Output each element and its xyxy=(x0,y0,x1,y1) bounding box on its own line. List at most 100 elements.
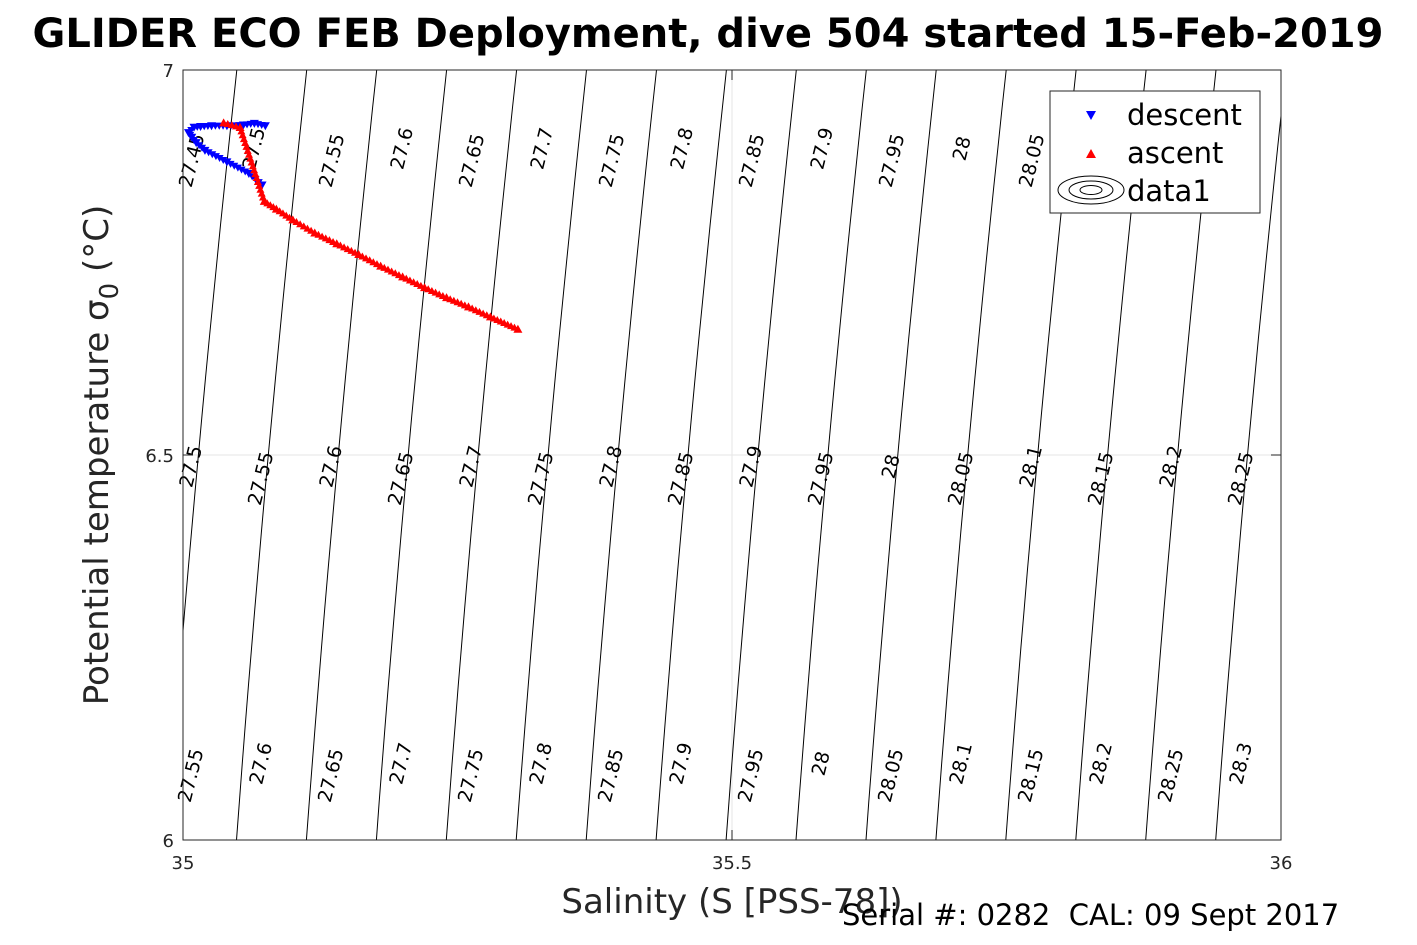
ascent-trail-marker xyxy=(383,265,392,273)
x-tick-label: 36 xyxy=(1270,853,1293,874)
contour-line xyxy=(305,70,378,840)
descent-trail-marker xyxy=(226,160,235,168)
ascent-trail-marker xyxy=(250,166,259,174)
chart-title: GLIDER ECO FEB Deployment, dive 504 star… xyxy=(33,11,1384,57)
ascent-trail-marker xyxy=(252,174,261,182)
contour-line xyxy=(445,70,518,840)
contour-line xyxy=(585,70,657,840)
density-contours xyxy=(183,70,1417,840)
legend-contour-icon xyxy=(1057,175,1125,205)
x-tick-label: 35 xyxy=(172,853,195,874)
ascent-trail-marker xyxy=(303,224,312,232)
contour-line xyxy=(795,70,867,840)
legend-descent-label: descent xyxy=(1127,98,1242,132)
y-axis-label-space xyxy=(77,272,117,283)
y-axis-label-unit: (°C) xyxy=(77,205,117,272)
ascent-trail-marker xyxy=(285,213,294,221)
contour-line xyxy=(935,70,1007,840)
ascent-trail-marker xyxy=(391,269,400,277)
contour-labels: 27.45 27.5 27.55 27.6 27.65 27.7 27.75 27.8 27.8… xyxy=(174,125,1259,804)
ascent-trail-marker xyxy=(239,135,248,143)
legend-box xyxy=(1049,90,1261,214)
ascent-trail-marker xyxy=(365,256,374,264)
ascent-trail-marker xyxy=(257,189,266,197)
descent-trail-marker xyxy=(186,131,195,139)
ascent-trail-marker xyxy=(416,281,425,289)
contour-line xyxy=(236,70,308,840)
ascent-trail-marker xyxy=(362,254,370,262)
ascent-trail-marker xyxy=(387,267,396,275)
ascent-trail-marker xyxy=(253,177,262,185)
descent-trail-marker xyxy=(246,120,255,128)
ascent-trail-marker xyxy=(246,154,255,162)
ascent-trail-marker xyxy=(244,150,253,158)
ascent-trail-marker xyxy=(446,295,455,303)
ascent-trail-marker xyxy=(340,243,349,251)
ascent-trail-marker xyxy=(292,218,301,226)
ascent-trail-marker xyxy=(336,241,345,249)
legend: descent ascent data1 xyxy=(1049,90,1261,214)
ascent-trail-marker xyxy=(380,263,389,271)
ascent-trail-marker xyxy=(394,271,403,279)
ascent-trail-marker xyxy=(351,248,360,256)
ascent-trail-marker xyxy=(307,226,316,234)
ascent-trail-marker xyxy=(241,139,250,147)
ascent-trail-marker xyxy=(238,131,247,139)
ascent-trail-marker xyxy=(347,246,356,254)
ascent-trail-marker xyxy=(282,211,291,219)
descent-trail-marker xyxy=(189,136,198,144)
ascent-trail-marker xyxy=(468,304,477,312)
ascent-trail-marker xyxy=(329,237,338,245)
legend-ascent-label: ascent xyxy=(1127,136,1223,170)
ascent-trail-marker xyxy=(223,120,232,128)
y-axis-label-subscript: 0 xyxy=(95,283,125,300)
ascent-trail-marker xyxy=(278,209,287,217)
ascent-trail-marker xyxy=(242,142,251,150)
ascent-trail-marker xyxy=(237,127,246,135)
ascent-trail-marker xyxy=(248,162,257,170)
ascent-trail-marker xyxy=(489,314,498,322)
contour-line xyxy=(865,70,937,840)
y-tick-label: 6.5 xyxy=(145,446,174,467)
descent-trail-marker xyxy=(193,123,202,131)
y-tick-label: 6 xyxy=(163,831,174,852)
descent-trail-marker xyxy=(204,149,213,157)
contour-line xyxy=(725,70,797,840)
ascent-trail-marker xyxy=(243,146,252,154)
contour-line xyxy=(1356,70,1417,840)
ascent-trail-marker xyxy=(424,285,433,293)
contour-line xyxy=(1286,70,1356,840)
legend-descent-marker xyxy=(1086,111,1096,120)
ascent-trail-marker xyxy=(343,245,352,253)
axes: 35 35.5 36 6 6.5 7 xyxy=(145,61,1292,874)
ascent-trail-marker xyxy=(321,234,330,242)
ascent-trail-marker xyxy=(247,158,256,166)
ascent-trail-marker xyxy=(325,236,334,244)
descent-trail-marker xyxy=(257,121,266,129)
descent-trail-marker xyxy=(195,142,204,150)
ascent-trail-marker xyxy=(299,222,308,230)
ascent-trail-marker xyxy=(405,276,414,284)
y-axis-label-main: Potential temperature σ xyxy=(77,299,117,705)
ascent-trail-marker xyxy=(296,220,305,228)
contour-line xyxy=(183,70,238,637)
y-axis-label: Potential temperature σ0 (°C) xyxy=(77,205,125,705)
ascent-point xyxy=(513,324,523,333)
descent-trail-marker xyxy=(203,122,212,130)
contour-line xyxy=(1215,111,1281,840)
ascent-trail-marker xyxy=(402,274,411,282)
ascent-trail-marker xyxy=(258,193,267,201)
ascent-trail-marker xyxy=(263,199,272,207)
x-tick-label: 35.5 xyxy=(712,853,752,874)
ascent-trail-marker xyxy=(251,170,260,178)
ascent-trail-marker xyxy=(369,258,378,266)
contour-line xyxy=(515,70,587,840)
x-axis-label: Salinity (S [PSS-78]) xyxy=(561,882,902,922)
contour-line xyxy=(375,70,448,840)
serial-calibration-footer: Serial #: 0282 CAL: 09 Sept 2017 xyxy=(842,898,1340,932)
ascent-trail-marker xyxy=(358,252,367,260)
ascent-trail-marker xyxy=(409,278,418,286)
y-tick-label: 7 xyxy=(163,61,174,82)
